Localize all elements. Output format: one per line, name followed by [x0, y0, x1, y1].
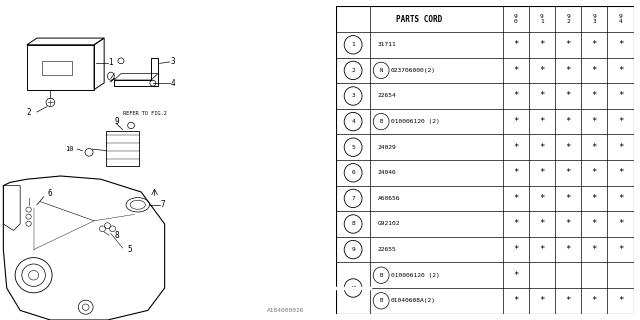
Text: 010006120 (2): 010006120 (2) [390, 119, 439, 124]
Text: 24046: 24046 [378, 170, 396, 175]
Text: *: * [566, 220, 571, 228]
Text: 7: 7 [351, 196, 355, 201]
Text: *: * [618, 143, 623, 152]
Text: 6: 6 [351, 170, 355, 175]
Text: G92102: G92102 [378, 221, 400, 227]
Text: *: * [513, 245, 518, 254]
Text: *: * [566, 143, 571, 152]
Text: *: * [513, 296, 518, 305]
Text: 9: 9 [115, 117, 119, 126]
Text: 31711: 31711 [378, 42, 396, 47]
Text: 3: 3 [170, 57, 175, 67]
Text: 9
3: 9 3 [593, 14, 596, 24]
Text: *: * [566, 117, 571, 126]
Text: A60656: A60656 [378, 196, 400, 201]
Text: 4: 4 [351, 119, 355, 124]
Text: *: * [513, 194, 518, 203]
Text: *: * [591, 245, 597, 254]
Text: 9
2: 9 2 [566, 14, 570, 24]
Text: *: * [591, 220, 597, 228]
Text: *: * [540, 296, 545, 305]
Text: 22655: 22655 [378, 247, 396, 252]
Text: *: * [513, 143, 518, 152]
Text: *: * [513, 220, 518, 228]
Text: 4: 4 [170, 79, 175, 88]
Text: 01040608A(2): 01040608A(2) [390, 298, 436, 303]
Text: *: * [540, 92, 545, 100]
Text: PARTS CORD: PARTS CORD [396, 15, 442, 24]
Text: 10: 10 [350, 285, 356, 291]
Text: 2: 2 [27, 108, 31, 116]
Text: *: * [591, 194, 597, 203]
Text: *: * [513, 271, 518, 280]
Text: 8: 8 [115, 231, 119, 240]
Text: *: * [540, 194, 545, 203]
Text: *: * [566, 296, 571, 305]
Text: 8: 8 [351, 221, 355, 227]
Text: *: * [591, 168, 597, 177]
Text: *: * [540, 117, 545, 126]
Text: *: * [540, 143, 545, 152]
Text: *: * [566, 66, 571, 75]
Text: A184000026: A184000026 [267, 308, 305, 313]
Text: 7: 7 [160, 200, 165, 209]
Text: 6: 6 [47, 189, 52, 198]
Text: *: * [618, 245, 623, 254]
Text: 2: 2 [351, 68, 355, 73]
Text: B: B [380, 298, 383, 303]
Text: 1: 1 [351, 42, 355, 47]
Text: *: * [618, 40, 623, 49]
Text: *: * [591, 92, 597, 100]
Text: *: * [566, 40, 571, 49]
Text: *: * [618, 296, 623, 305]
Text: 24029: 24029 [378, 145, 396, 150]
Text: N: N [380, 68, 383, 73]
Text: B: B [380, 273, 383, 278]
Text: 9
4: 9 4 [619, 14, 622, 24]
Text: 023706000(2): 023706000(2) [390, 68, 436, 73]
Text: *: * [618, 194, 623, 203]
Text: *: * [513, 40, 518, 49]
Text: *: * [566, 168, 571, 177]
Text: 3: 3 [351, 93, 355, 99]
Text: *: * [540, 220, 545, 228]
Text: *: * [566, 194, 571, 203]
Text: *: * [618, 92, 623, 100]
Text: *: * [591, 66, 597, 75]
Text: *: * [540, 40, 545, 49]
Text: *: * [513, 168, 518, 177]
Text: *: * [618, 168, 623, 177]
Text: 9
0: 9 0 [514, 14, 518, 24]
Text: *: * [540, 66, 545, 75]
Text: *: * [591, 296, 597, 305]
Text: 10: 10 [65, 146, 74, 152]
Text: 5: 5 [351, 145, 355, 150]
Text: 9
1: 9 1 [540, 14, 544, 24]
Text: *: * [618, 220, 623, 228]
Text: *: * [618, 66, 623, 75]
Text: *: * [591, 143, 597, 152]
Text: B: B [380, 119, 383, 124]
Text: *: * [566, 92, 571, 100]
Text: *: * [566, 245, 571, 254]
Text: 9: 9 [351, 247, 355, 252]
Text: REFER TO FIG.2: REFER TO FIG.2 [123, 111, 166, 116]
Text: 22654: 22654 [378, 93, 396, 99]
Text: 1: 1 [108, 58, 113, 67]
Text: 5: 5 [128, 245, 132, 254]
Text: *: * [591, 117, 597, 126]
Text: *: * [513, 66, 518, 75]
Text: *: * [513, 117, 518, 126]
Text: *: * [540, 168, 545, 177]
Text: *: * [513, 92, 518, 100]
Text: *: * [540, 245, 545, 254]
Text: *: * [591, 40, 597, 49]
Text: 010006120 (2): 010006120 (2) [390, 273, 439, 278]
Text: *: * [618, 117, 623, 126]
